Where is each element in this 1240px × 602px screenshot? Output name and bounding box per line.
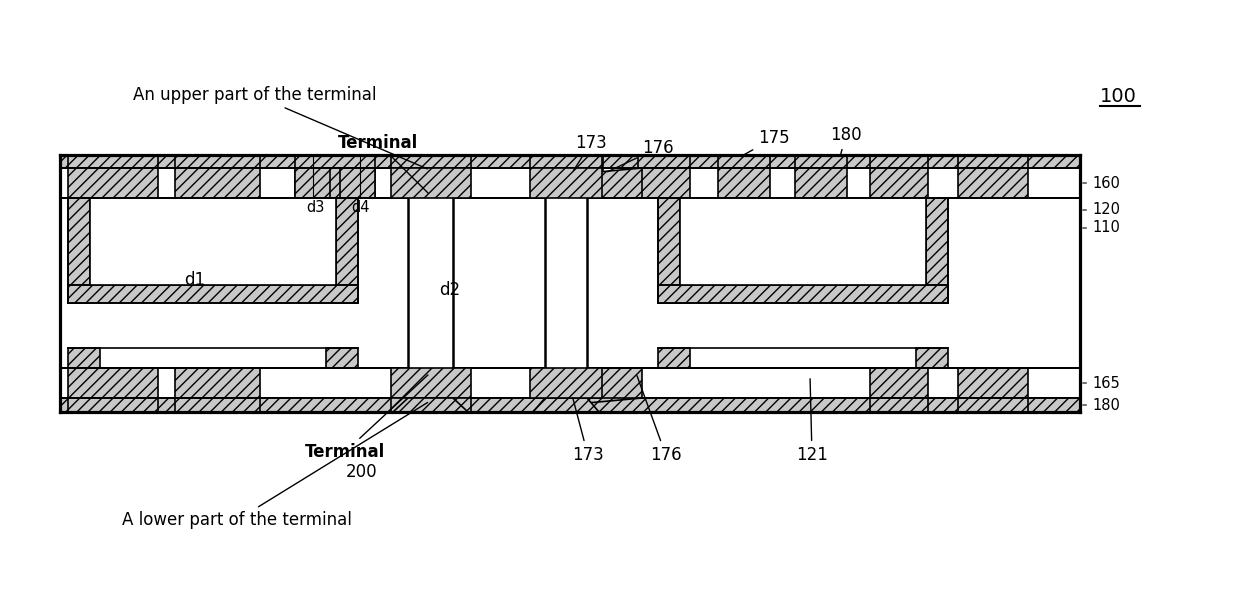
Bar [959,155,1028,168]
Bar [658,348,689,368]
Bar [658,285,949,303]
Text: d3: d3 [306,199,324,214]
Bar [391,368,471,398]
Polygon shape [91,198,120,258]
Polygon shape [587,168,642,198]
Polygon shape [393,398,467,412]
Bar [870,368,928,398]
Text: 120: 120 [1083,202,1120,217]
Text: d4: d4 [351,199,370,214]
Bar [175,155,260,168]
Bar [295,155,374,168]
Bar [391,398,471,412]
Bar [336,198,358,303]
Bar [60,155,1080,168]
Bar [60,155,1080,412]
Bar [295,168,330,198]
Bar [340,168,374,198]
Bar [916,348,949,368]
Bar [639,155,689,168]
Bar [326,348,358,368]
Bar [546,155,603,168]
Bar [60,168,1080,198]
Text: 160: 160 [1083,176,1120,190]
Bar [60,198,1080,368]
Bar [529,155,601,168]
Text: 110: 110 [1083,220,1120,235]
Text: d1: d1 [185,271,206,289]
Bar [718,155,770,168]
Text: 165: 165 [1083,376,1120,391]
Bar [680,198,926,285]
Text: 173: 173 [573,134,606,170]
Bar [68,368,157,398]
Bar [870,398,928,412]
Bar [926,198,949,303]
Bar [546,168,587,398]
Bar [68,285,358,303]
Text: 180: 180 [830,126,862,154]
Text: 180: 180 [1083,397,1120,412]
Text: 175: 175 [743,129,790,156]
Text: 176: 176 [637,376,682,464]
Text: 200: 200 [346,463,378,481]
Text: Terminal: Terminal [305,375,428,461]
Text: A lower part of the terminal: A lower part of the terminal [122,403,428,529]
Text: 176: 176 [608,139,673,172]
Bar [60,368,1080,398]
Text: d2: d2 [439,281,460,299]
Bar [396,155,470,168]
Text: 100: 100 [1100,87,1137,105]
Bar [408,168,453,398]
Text: Terminal: Terminal [337,134,428,193]
Bar [718,168,770,198]
Bar [68,155,157,168]
Bar [391,168,471,198]
Bar [68,398,157,412]
Bar [529,168,601,198]
Bar [795,155,847,168]
Bar [68,168,157,198]
Bar [795,168,847,198]
Bar [68,348,100,368]
Bar [959,368,1028,398]
Bar [546,168,603,198]
Bar [175,368,260,398]
Bar [175,398,260,412]
Bar [68,198,91,303]
Polygon shape [587,368,642,403]
Bar [175,168,260,198]
Bar [396,168,470,198]
Bar [60,398,1080,412]
Text: 173: 173 [572,398,604,464]
Bar [391,155,471,168]
Bar [295,168,374,198]
Bar [870,155,928,168]
Bar [959,168,1028,198]
Bar [870,168,928,198]
Bar [658,198,680,303]
Text: An upper part of the terminal: An upper part of the terminal [133,86,428,169]
Bar [91,198,336,285]
Polygon shape [533,398,599,412]
Text: 121: 121 [796,379,828,464]
Bar [639,168,689,198]
Bar [959,398,1028,412]
Bar [529,368,601,398]
